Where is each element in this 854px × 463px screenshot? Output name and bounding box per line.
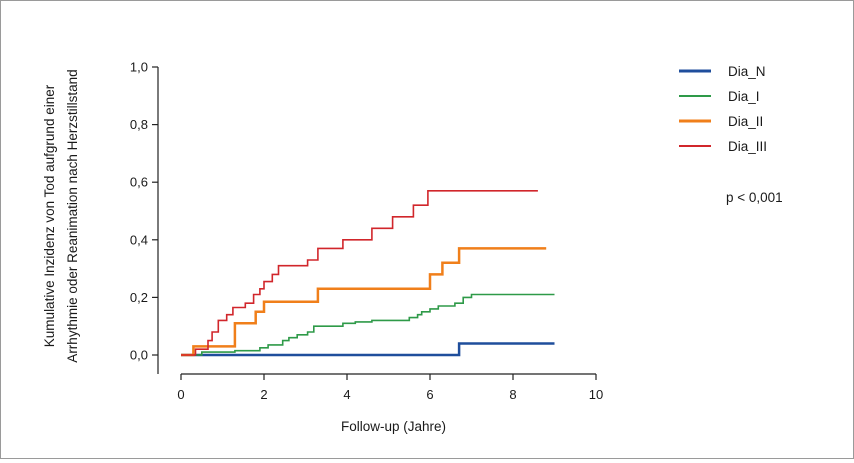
series-line-dia-n: [181, 342, 555, 357]
x-tick-label: 4: [343, 387, 350, 402]
x-tick-label: 6: [426, 387, 433, 402]
y-axis-title-line: Kumulative Inzidenz von Tod aufgrund ein…: [42, 84, 57, 347]
legend-label: Dia_II: [728, 114, 763, 129]
y-tick-label: 0,0: [130, 348, 148, 363]
legend-label: Dia_I: [728, 89, 760, 104]
legend: Dia_N Dia_I Dia_II Dia_III: [679, 64, 767, 154]
series-line-dia-i: [181, 293, 555, 356]
x-tick-label: 0: [177, 387, 184, 402]
axes: 0,0 0,2 0,4 0,6 0,8 1,0 0 2 4 6 8 10 Follow-up (Jahr…: [42, 60, 603, 435]
y-tick-label: 1,0: [130, 60, 148, 75]
y-tick-label: 0,2: [130, 290, 148, 305]
y-tick-label: 0,6: [130, 175, 148, 190]
legend-label: Dia_N: [728, 64, 766, 79]
series-line-dia-ii: [181, 247, 547, 357]
x-tick-label: 2: [260, 387, 267, 402]
x-tick-label: 10: [589, 387, 603, 402]
y-tick-label: 0,8: [130, 117, 148, 132]
p-value-annotation: p < 0,001: [726, 190, 783, 205]
series-layer: [181, 190, 555, 357]
series-line-dia-iii: [181, 190, 538, 356]
x-tick-label: 8: [509, 387, 516, 402]
legend-label: Dia_III: [728, 139, 767, 154]
x-axis-title: Follow-up (Jahre): [341, 419, 446, 434]
y-tick-label: 0,4: [130, 232, 148, 247]
y-axis-title-line: Arrhythmie oder Reanimation nach Herzsti…: [65, 69, 80, 362]
